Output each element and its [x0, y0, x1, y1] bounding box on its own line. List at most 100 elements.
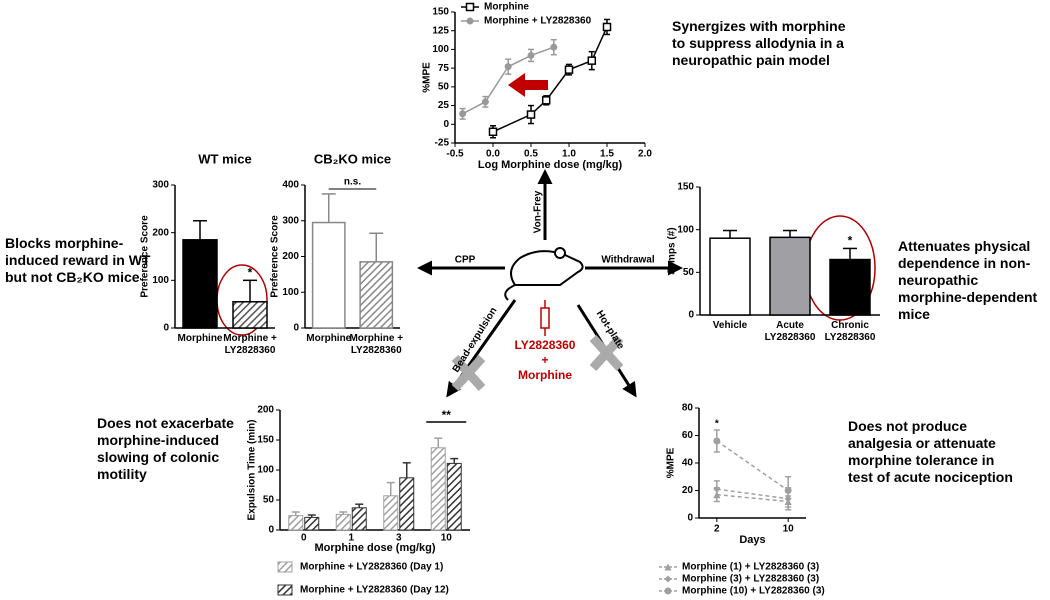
- y-axis-label: %MPE: [666, 447, 677, 478]
- x-tick-label: 0.5: [524, 149, 538, 160]
- x-tick-label: 10: [441, 533, 453, 544]
- series-line: [716, 493, 789, 503]
- diagram: Von-Frey CPP Withdrawal Bead-expulsion H…: [417, 73, 683, 398]
- x-tick-label: 2: [714, 524, 720, 535]
- y-tick-label: 200: [152, 227, 169, 238]
- legend-marker: [664, 563, 672, 571]
- y-tick-label: 100: [152, 275, 169, 286]
- mouse: [504, 247, 584, 301]
- x-tick-label: 2.0: [638, 149, 652, 160]
- y-tick-label: 40: [682, 458, 694, 469]
- route-label: CPP: [455, 255, 476, 266]
- category-label: Morphine + LY2828360: [349, 333, 403, 356]
- category-label: Morphine: [306, 333, 351, 344]
- legend-label: Morphine (1) + LY2828360 (3): [682, 562, 819, 573]
- y-tick-label: 400: [282, 180, 299, 191]
- point: [713, 485, 721, 493]
- y-tick-label: 100: [432, 44, 449, 55]
- category-label: Morphine + LY2828360: [223, 333, 277, 356]
- legend-marker: [664, 587, 672, 595]
- y-axis-label: %MPE: [422, 62, 433, 93]
- legend-label: Morphine (10) + LY2828360 (3): [682, 586, 825, 597]
- y-tick-label: 0: [293, 323, 299, 334]
- point: [602, 22, 612, 32]
- y-tick-label: 200: [257, 405, 274, 416]
- y-tick-label: 60: [682, 430, 694, 441]
- bar: [383, 495, 399, 531]
- point: [459, 110, 467, 118]
- route-label: Von-Frey: [533, 190, 544, 233]
- x-tick-label: -0.5: [446, 149, 464, 160]
- bar: [709, 237, 751, 316]
- legend-marker: [466, 17, 474, 25]
- legend-marker: [664, 575, 672, 583]
- point: [784, 487, 792, 494]
- point: [713, 437, 721, 445]
- x-tick-label: 3: [396, 533, 402, 544]
- x-tick-label: 1.5: [600, 149, 614, 160]
- y-tick-label: 100: [257, 465, 274, 476]
- point: [564, 65, 574, 74]
- bar: [182, 239, 218, 329]
- y-tick-label: 50: [263, 495, 275, 506]
- bar: [769, 236, 811, 316]
- x-tick-label: 1.0: [562, 149, 576, 160]
- point: [527, 51, 535, 59]
- caption: Does not produce analgesia or attenuate …: [848, 418, 1013, 485]
- bar: [829, 258, 871, 316]
- bar: [311, 221, 346, 329]
- y-tick-label: 25: [438, 100, 450, 111]
- category-label: Vehicle: [712, 320, 748, 331]
- x-tick-label: 10: [783, 524, 795, 535]
- bar: [335, 513, 351, 531]
- category-label: Vehicle: [712, 320, 748, 331]
- bar: [446, 462, 462, 531]
- legend-swatch: [277, 584, 293, 596]
- point: [488, 127, 498, 137]
- y-tick-label: 0: [687, 513, 693, 524]
- y-tick-label: 0: [268, 525, 274, 536]
- annotation: n.s.: [344, 177, 361, 188]
- y-axis-label: Preference Score: [270, 215, 281, 298]
- bar: [399, 477, 415, 531]
- point: [550, 43, 558, 51]
- series-line: [716, 440, 789, 492]
- chart-title: WT mice: [198, 151, 251, 166]
- bar: [430, 447, 446, 531]
- annotation: *: [248, 266, 253, 280]
- point: [481, 98, 489, 106]
- x-axis-label: Days: [739, 534, 765, 546]
- annotation: **: [442, 408, 452, 422]
- y-tick-label: 50: [683, 267, 695, 278]
- legend-label: Morphine + LY2828360 (Day 12): [300, 585, 449, 596]
- chart-title: CB₂KO mice: [314, 151, 391, 166]
- point: [504, 63, 512, 71]
- x-axis-label: Morphine dose (mg/kg): [315, 542, 436, 554]
- bar: [232, 301, 268, 329]
- y-tick-label: 300: [282, 215, 299, 226]
- series-line: [492, 26, 608, 133]
- x-tick-label: 1: [348, 533, 354, 544]
- bar: [288, 515, 304, 531]
- y-tick-label: 100: [282, 287, 299, 298]
- x-tick-label: 0.0: [486, 149, 500, 160]
- annotation: *: [848, 234, 853, 248]
- caption: Blocks morphine-induced reward in WT but…: [5, 235, 151, 285]
- y-tick-label: 150: [432, 7, 449, 18]
- bar: [304, 516, 320, 531]
- drug-label: Morphine: [518, 368, 572, 382]
- y-tick-label: -25: [435, 138, 450, 149]
- y-axis-label: Expulsion Time (min): [247, 420, 258, 521]
- legend-label: Morphine + LY2828360: [484, 16, 592, 27]
- syringe: [540, 300, 550, 336]
- category-label: Chronic LY2828360: [824, 320, 876, 343]
- y-tick-label: 0: [688, 310, 694, 321]
- y-tick-label: 20: [682, 485, 694, 496]
- y-tick-label: 100: [677, 224, 694, 235]
- x-axis-label: Log Morphine dose (mg/kg): [478, 159, 623, 171]
- caption: Does not exacerbate morphine-induced slo…: [97, 415, 234, 482]
- y-tick-label: 80: [682, 403, 694, 414]
- annotation: *: [715, 419, 719, 430]
